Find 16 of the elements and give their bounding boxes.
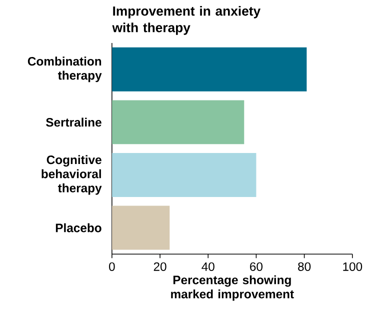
- chart-title: Improvement in anxiety with therapy: [112, 6, 261, 36]
- bar: [112, 153, 256, 198]
- y-tick-label: Combination therapy: [28, 56, 102, 82]
- bar: [112, 206, 170, 250]
- bar: [112, 48, 307, 92]
- x-tick-label: 60: [250, 262, 263, 272]
- bar: [112, 100, 244, 144]
- y-tick-label: Placebo: [56, 223, 102, 232]
- x-tick-label: 20: [154, 262, 166, 272]
- y-tick-label: Cognitive behavioral therapy: [42, 155, 102, 195]
- x-tick-label: 40: [202, 262, 214, 272]
- x-tick-label: 80: [298, 262, 311, 272]
- x-tick-label: 100: [343, 262, 362, 272]
- y-tick-label: Sertraline: [46, 118, 102, 127]
- x-tick-label: 0: [109, 262, 115, 272]
- x-axis-title: Percentage showing marked improvement: [171, 276, 294, 301]
